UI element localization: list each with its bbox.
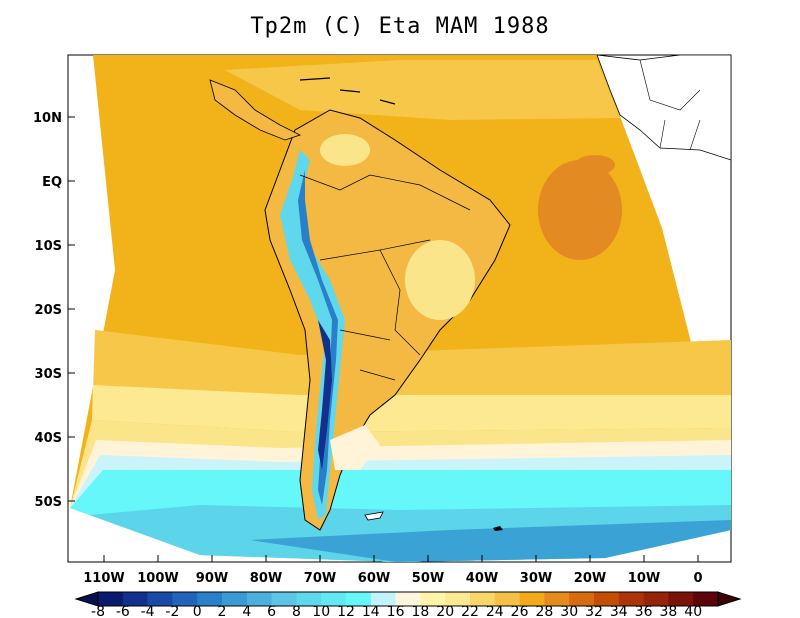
colorbar-swatch xyxy=(420,592,446,606)
lat-label: 10S xyxy=(35,239,62,254)
falkland-islands xyxy=(364,511,384,521)
colorbar-label: 2 xyxy=(218,604,227,618)
lat-label: 50S xyxy=(35,495,62,510)
colorbar-swatch xyxy=(519,592,545,606)
lat-label: 10N xyxy=(33,111,62,126)
lat-label: 40S xyxy=(35,431,62,446)
colorbar-swatch xyxy=(246,592,272,606)
lon-axis: 110W 100W 90W 80W 70W 60W 50W 40W 30W 20… xyxy=(83,555,703,586)
colorbar-label: 24 xyxy=(486,604,504,618)
colorbar-label: 36 xyxy=(635,604,653,618)
colorbar-swatch xyxy=(172,592,198,606)
colorbar-swatch xyxy=(296,592,322,606)
colorbar-label: 10 xyxy=(312,604,330,618)
colorbar-swatch xyxy=(271,592,297,606)
lon-label: 90W xyxy=(196,571,228,586)
lon-label: 110W xyxy=(83,571,124,586)
lat-label: EQ xyxy=(42,175,62,190)
colorbar-label: 4 xyxy=(242,604,251,618)
colorbar-label: 12 xyxy=(337,604,355,618)
colorbar-swatch xyxy=(618,592,644,606)
colorbar-swatch xyxy=(370,592,396,606)
colorbar-arrow-right xyxy=(717,591,742,607)
colorbar-label: 32 xyxy=(585,604,603,618)
south-america-land xyxy=(264,109,511,531)
lon-label: 0 xyxy=(693,571,702,586)
colorbar-swatch xyxy=(197,592,223,606)
colorbar-border xyxy=(97,591,719,607)
lon-label: 20W xyxy=(574,571,606,586)
colorbar-label: 28 xyxy=(535,604,553,618)
central-america-land xyxy=(209,79,302,141)
colorbar-label: 40 xyxy=(684,604,702,618)
lon-label: 80W xyxy=(250,571,282,586)
colorbar-label: 20 xyxy=(436,604,454,618)
colorbar-label: -8 xyxy=(91,604,105,618)
colorbar-label: 22 xyxy=(461,604,479,618)
south-georgia-island xyxy=(493,526,503,531)
lon-label: 100W xyxy=(137,571,178,586)
colorbar-swatch xyxy=(222,592,248,606)
lon-label: 60W xyxy=(358,571,390,586)
lat-axis: 10N EQ 10S 20S 30S 40S 50S xyxy=(33,111,75,510)
colorbar-swatch xyxy=(494,592,520,606)
colorbar-label: 26 xyxy=(511,604,529,618)
lon-label: 40W xyxy=(466,571,498,586)
map-title: Tp2m (C) Eta MAM 1988 xyxy=(250,14,550,39)
colorbar-swatch xyxy=(395,592,421,606)
colorbar-swatch xyxy=(346,592,372,606)
colorbar: -8 -6 -4 -2 0 2 4 6 8 10 12 14 16 18 20 22 24 26 28 30 32 34 3… xyxy=(74,591,742,618)
colorbar-swatch xyxy=(594,592,620,606)
colorbar-label: 18 xyxy=(411,604,429,618)
colorbar-label: 14 xyxy=(362,604,380,618)
lat-label: 20S xyxy=(35,303,62,318)
lon-label: 50W xyxy=(412,571,444,586)
colorbar-label: 16 xyxy=(387,604,405,618)
colorbar-label: -2 xyxy=(165,604,179,618)
colorbar-label: -4 xyxy=(141,604,155,618)
colorbar-swatch xyxy=(693,592,719,606)
lon-label: 70W xyxy=(304,571,336,586)
colorbar-label: 6 xyxy=(267,604,276,618)
colorbar-label: 30 xyxy=(560,604,578,618)
temperature-field xyxy=(70,55,731,562)
colorbar-swatch xyxy=(668,592,694,606)
colorbar-swatch xyxy=(470,592,496,606)
caribbean-islands xyxy=(299,77,396,105)
africa-coastline xyxy=(596,54,732,161)
colorbar-label: 0 xyxy=(193,604,202,618)
colorbar-label: 38 xyxy=(659,604,677,618)
colorbar-label: -6 xyxy=(116,604,130,618)
colorbar-swatch xyxy=(544,592,570,606)
colorbar-swatch xyxy=(569,592,595,606)
colorbar-label: 34 xyxy=(610,604,628,618)
lon-label: 10W xyxy=(628,571,660,586)
colorbar-swatch xyxy=(98,592,124,606)
lat-label: 30S xyxy=(35,367,62,382)
colorbar-swatch xyxy=(122,592,148,606)
colorbar-swatch xyxy=(445,592,471,606)
colorbar-swatch xyxy=(643,592,669,606)
colorbar-swatch xyxy=(147,592,173,606)
colorbar-label: 8 xyxy=(292,604,301,618)
lon-label: 30W xyxy=(520,571,552,586)
colorbar-swatch xyxy=(321,592,347,606)
